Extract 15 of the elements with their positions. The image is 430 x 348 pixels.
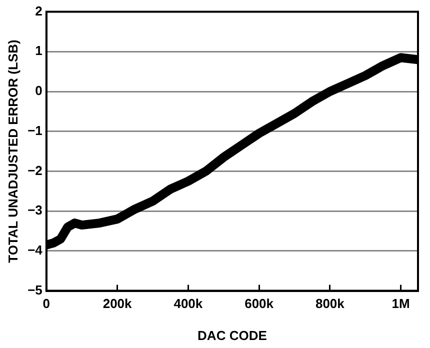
x-tick-label: 1M xyxy=(392,296,410,312)
x-tick-label: 400k xyxy=(174,296,204,312)
y-tick-label: 1 xyxy=(35,43,42,58)
y-tick-label: −2 xyxy=(28,162,42,178)
y-tick-label: −3 xyxy=(28,202,42,218)
x-tick-label: 600k xyxy=(244,296,274,312)
y-tick-label: −1 xyxy=(28,122,42,138)
y-tick-label: 0 xyxy=(35,83,42,98)
y-tick-label: −4 xyxy=(28,242,44,258)
y-tick-label: 2 xyxy=(35,3,42,18)
x-tick-label: 200k xyxy=(102,296,133,312)
x-axis-title: DAC CODE xyxy=(198,328,268,343)
y-axis-title: TOTAL UNADJUSTED ERROR (LSB) xyxy=(5,40,20,263)
x-tick-label: 800k xyxy=(315,296,346,312)
y-tick-label: −5 xyxy=(28,282,42,298)
